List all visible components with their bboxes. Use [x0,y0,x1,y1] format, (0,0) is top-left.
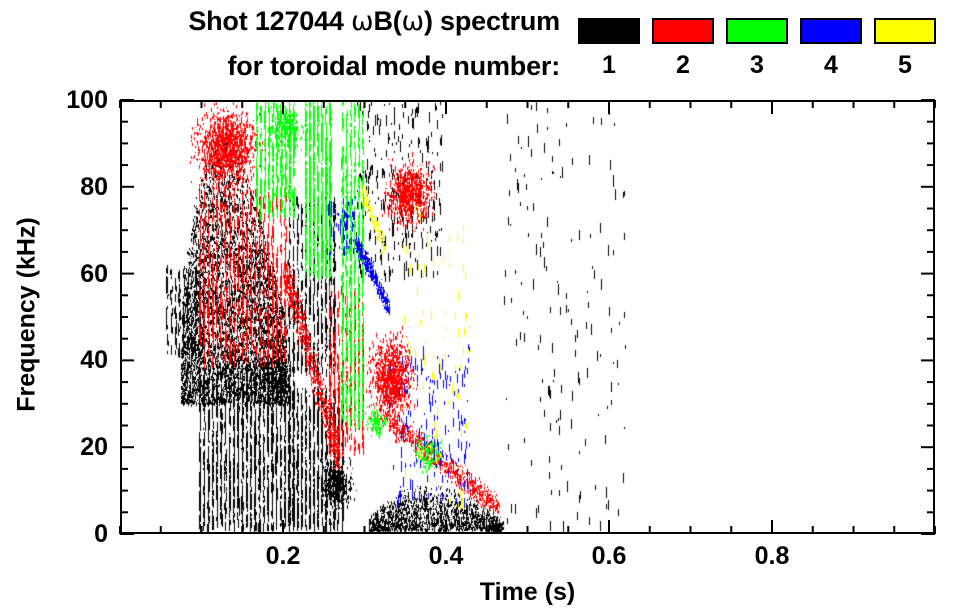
legend-item-mode-2[interactable]: 2 [652,18,716,90]
x-tick-label-0.2: 0.2 [265,542,301,570]
y-tick-label-20: 20 [80,433,108,462]
y-tick-label-40: 40 [80,346,108,375]
legend-item-mode-4[interactable]: 4 [800,18,864,90]
title-text-spectrum: ) spectrum [423,6,560,36]
legend-label-mode-3: 3 [750,51,764,79]
legend-label-mode-5: 5 [898,51,912,79]
omega-symbol-2: ω [401,6,425,37]
legend-label-mode-4: 4 [824,51,838,79]
legend-swatch-mode-1 [578,18,640,44]
omega-symbol-1: ω [351,6,374,37]
y-tick-label-60: 60 [80,259,108,288]
plot-area [119,99,936,535]
x-axis-title: Time (s) [479,578,576,606]
legend-swatch-mode-3 [726,18,788,44]
x-tick-label-0.8: 0.8 [754,542,790,570]
legend-swatch-mode-4 [800,18,862,44]
title-text-shot: Shot 127044 [188,6,352,36]
legend-label-mode-1: 1 [602,51,616,79]
y-tick-label-100: 100 [66,86,108,114]
legend-label-mode-2: 2 [676,51,690,79]
figure-title-line-2: for toroidal mode number: [227,51,560,81]
legend-item-mode-5[interactable]: 5 [874,18,938,90]
y-tick-label-80: 80 [80,172,108,201]
spectrogram-plot [120,100,935,534]
title-text-b-open: B( [373,6,402,36]
legend-item-mode-3[interactable]: 3 [726,18,790,90]
mode-number-legend: 1 2 3 4 5 [578,18,948,90]
legend-item-mode-1[interactable]: 1 [578,18,642,90]
y-axis-title: Frequency (kHz) [12,217,41,412]
x-tick-label-0.4: 0.4 [428,542,464,570]
figure-title-line-1: Shot 127044 ωB(ω) spectrum [0,6,560,37]
legend-swatch-mode-2 [652,18,714,44]
x-tick-label-0.6: 0.6 [591,542,627,570]
legend-swatch-mode-5 [874,18,936,44]
y-tick-label-0: 0 [94,520,108,548]
